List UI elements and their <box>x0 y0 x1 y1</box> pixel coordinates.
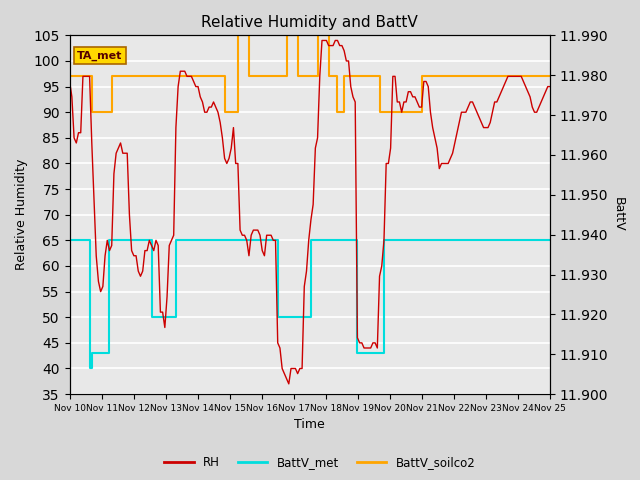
Legend: RH, BattV_met, BattV_soilco2: RH, BattV_met, BattV_soilco2 <box>160 452 480 474</box>
X-axis label: Time: Time <box>294 419 325 432</box>
Y-axis label: Relative Humidity: Relative Humidity <box>15 159 28 270</box>
Y-axis label: BattV: BattV <box>612 197 625 232</box>
Title: Relative Humidity and BattV: Relative Humidity and BattV <box>202 15 418 30</box>
Text: TA_met: TA_met <box>77 51 122 61</box>
